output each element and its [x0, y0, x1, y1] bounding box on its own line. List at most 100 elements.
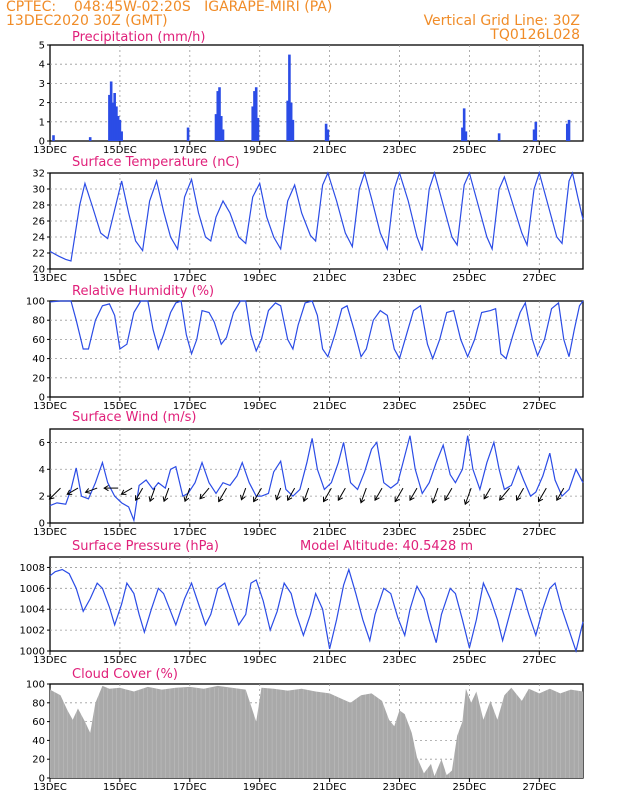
y-tick-label: 0: [39, 519, 45, 530]
y-tick-label: 100: [26, 680, 45, 691]
date-label: 13DEC2020 30Z (GMT): [6, 13, 168, 29]
wind-arrow-head: [463, 499, 470, 506]
wind-arrow: [48, 487, 61, 500]
wind-arrow-shaft: [444, 487, 453, 501]
wind-arrow-head: [103, 485, 109, 492]
x-tick-label: 19DEC: [243, 782, 277, 793]
wind-arrow-head: [48, 494, 55, 500]
x-tick-label: 17DEC: [173, 401, 207, 412]
x-tick-label: 13DEC: [33, 145, 67, 156]
y-tick-label: 0: [39, 774, 45, 785]
panel-title: Cloud Cover (%): [72, 667, 178, 682]
precip-bar: [534, 121, 538, 141]
series-line: [49, 435, 584, 523]
wind-arrow: [374, 487, 383, 502]
y-tick-label: 1002: [20, 626, 45, 637]
wind-arrow: [409, 487, 418, 502]
panel-2: 20 22 24 26 28 30 32 13DEC 15DEC 17DEC 19DEC 21DEC 2…: [32, 155, 584, 284]
wind-arrow-shaft: [360, 487, 367, 503]
wind-arrow-shaft: [49, 487, 61, 500]
y-tick-label: 1000: [20, 647, 45, 658]
x-tick-label: 25DEC: [453, 273, 487, 284]
y-tick-label: 22: [32, 249, 45, 260]
precip-bar: [186, 127, 190, 141]
precip-bar: [565, 123, 569, 141]
wind-arrow-shaft: [121, 487, 133, 495]
x-tick-label: 25DEC: [453, 145, 487, 156]
wind-arrow-shaft: [409, 487, 418, 501]
wind-arrow: [135, 487, 144, 502]
wind-arrow-head: [374, 495, 380, 502]
panel-6: 0 20 40 60 80 100 13DEC 15DEC 17DEC 19DEC 21DEC 23D…: [26, 667, 584, 793]
x-tick-label: 13DEC: [33, 527, 67, 538]
panel-title: Surface Pressure (hPa): [72, 539, 219, 554]
x-tick-label: 21DEC: [313, 655, 347, 666]
x-tick-label: 27DEC: [522, 145, 556, 156]
precip-bar: [288, 54, 291, 141]
y-tick-label: 60: [32, 335, 45, 346]
x-tick-label: 15DEC: [103, 401, 137, 412]
wind-arrow: [515, 487, 525, 502]
wind-arrow-head: [498, 495, 505, 501]
x-tick-label: 23DEC: [383, 655, 417, 666]
y-tick-label: 40: [32, 354, 45, 365]
wind-arrow-head: [135, 495, 141, 502]
x-tick-label: 23DEC: [383, 782, 417, 793]
cloud-cover-area: [50, 685, 583, 778]
x-tick-label: 19DEC: [243, 655, 277, 666]
y-tick-label: 60: [32, 717, 45, 728]
wind-arrow-shaft: [149, 487, 156, 502]
x-tick-label: 17DEC: [173, 782, 207, 793]
wind-arrow: [394, 487, 404, 503]
x-tick-label: 27DEC: [522, 782, 556, 793]
series-line: [49, 300, 584, 361]
x-tick-label: 23DEC: [383, 273, 417, 284]
y-tick-label: 4: [39, 60, 45, 71]
wind-arrow-head: [556, 495, 562, 502]
panel-frame: [49, 44, 584, 142]
wind-arrow-shaft: [275, 487, 282, 500]
wind-arrow: [463, 487, 472, 506]
x-tick-label: 19DEC: [243, 145, 277, 156]
wind-arrow-shaft: [432, 487, 439, 503]
wind-arrow-head: [444, 495, 450, 502]
wind-arrow-head: [240, 494, 246, 501]
x-tick-label: 19DEC: [243, 273, 277, 284]
y-tick-label: 30: [32, 185, 45, 196]
x-tick-label: 27DEC: [522, 655, 556, 666]
x-tick-label: 27DEC: [522, 527, 556, 538]
y-tick-label: 32: [32, 169, 45, 180]
wind-arrow-shaft: [337, 487, 346, 501]
precip-bar: [324, 123, 328, 141]
wind-arrow-head: [431, 497, 437, 504]
precip-bar: [286, 100, 289, 141]
wind-arrow: [84, 487, 98, 494]
x-tick-label: 17DEC: [173, 273, 207, 284]
y-tick-label: 3: [39, 79, 45, 90]
y-tick-label: 26: [32, 217, 45, 228]
panel-annotation: Model Altitude: 40.5428 m: [300, 539, 473, 554]
wind-arrow: [253, 487, 262, 503]
y-tick-label: 80: [32, 316, 45, 327]
panel-title: Surface Wind (m/s): [72, 410, 196, 425]
y-tick-label: 1004: [20, 605, 45, 616]
wind-arrow: [148, 487, 156, 503]
panel-5: 1000 1002 1004 1006 1008 13DEC 15DEC 17DEC 19DEC…: [20, 539, 584, 666]
precip-bar: [497, 133, 501, 141]
wind-arrow-head: [120, 489, 127, 495]
y-tick-label: 24: [32, 233, 45, 244]
wind-arrow-shaft: [287, 487, 296, 501]
precip-bar: [113, 93, 116, 141]
x-tick-label: 17DEC: [173, 145, 207, 156]
panel-title: Precipitation (mm/h): [72, 30, 205, 45]
wind-arrow-head: [148, 496, 155, 503]
wind-arrow-head: [218, 496, 224, 503]
wind-arrow-head: [199, 493, 205, 500]
wind-arrow: [103, 485, 119, 492]
wind-arrow: [274, 487, 282, 501]
wind-arrow-shaft: [394, 487, 404, 502]
x-tick-label: 15DEC: [103, 782, 137, 793]
wind-arrow-head: [287, 495, 293, 502]
wind-arrow-shaft: [374, 487, 383, 501]
